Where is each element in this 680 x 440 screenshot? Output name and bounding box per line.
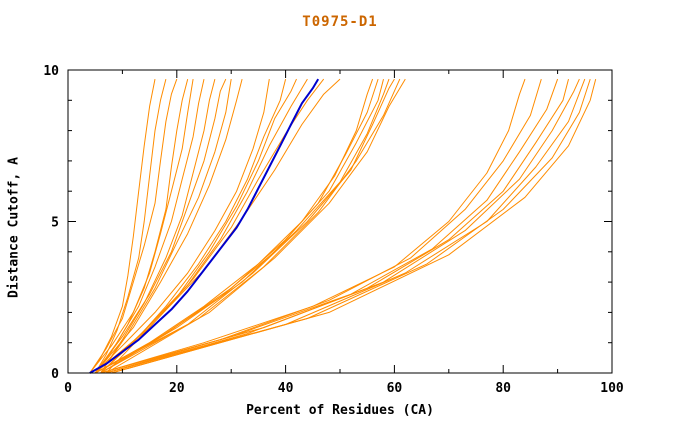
model-curve xyxy=(94,78,167,374)
model-curve xyxy=(94,78,205,374)
model-curve xyxy=(100,78,379,374)
model-curve xyxy=(100,78,406,374)
x-tick-label: 80 xyxy=(495,381,511,396)
model-curve xyxy=(111,78,597,374)
chart-title: T0975-D1 xyxy=(302,14,378,30)
y-tick-label: 5 xyxy=(51,216,59,231)
highlighted-model-curve xyxy=(89,78,320,374)
x-axis-label: Percent of Residues (CA) xyxy=(246,403,434,418)
x-tick-label: 0 xyxy=(64,381,72,396)
model-curve xyxy=(94,78,384,374)
model-curve xyxy=(100,78,526,374)
x-tick-label: 60 xyxy=(387,381,403,396)
y-tick-label: 0 xyxy=(51,367,59,382)
model-curve xyxy=(89,79,156,374)
model-curve xyxy=(94,78,325,374)
model-curve xyxy=(100,78,390,374)
x-tick-label: 40 xyxy=(278,381,294,396)
model-curve xyxy=(100,78,216,374)
x-tick-label: 20 xyxy=(169,381,185,396)
model-curve xyxy=(100,79,232,374)
model-curve xyxy=(100,78,580,374)
model-curve xyxy=(94,78,374,374)
model-curve xyxy=(94,78,243,374)
y-tick-label: 10 xyxy=(43,64,59,79)
model-curve xyxy=(89,79,194,374)
x-tick-label: 100 xyxy=(600,381,624,396)
model-curve xyxy=(100,78,308,374)
model-curve xyxy=(89,78,178,374)
model-curve xyxy=(94,79,270,374)
model-curve xyxy=(105,78,341,374)
model-curve xyxy=(105,78,542,374)
model-curve xyxy=(94,78,395,374)
model-curve xyxy=(111,78,586,374)
model-curve xyxy=(100,78,559,374)
model-curve xyxy=(94,78,227,374)
